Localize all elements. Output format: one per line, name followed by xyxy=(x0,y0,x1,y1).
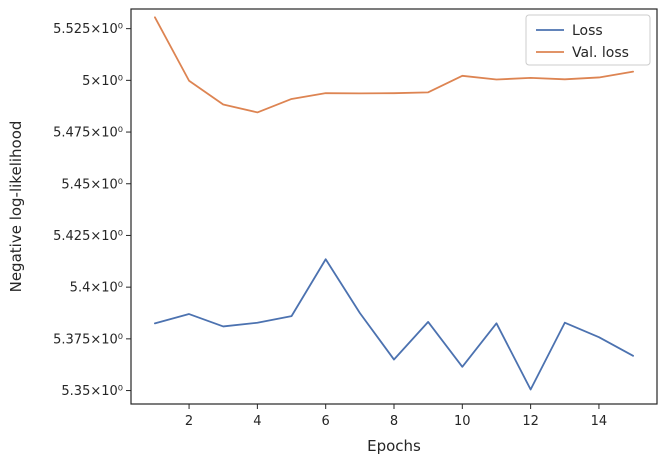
x-tick-label: 12 xyxy=(522,414,539,429)
y-tick-label: 5.525×10⁰ xyxy=(53,22,123,37)
y-tick-label: 5.4×10⁰ xyxy=(70,281,123,296)
x-tick-label: 2 xyxy=(185,414,193,429)
x-tick-label: 14 xyxy=(591,414,608,429)
legend-label: Val. loss xyxy=(572,45,629,61)
y-tick-label: 5.475×10⁰ xyxy=(53,126,123,141)
plot-area-frame xyxy=(130,8,658,405)
x-tick-label: 6 xyxy=(322,414,330,429)
x-tick-label: 10 xyxy=(454,414,471,429)
series-layer xyxy=(154,16,634,391)
y-tick-label: 5×10⁰ xyxy=(82,74,123,89)
x-axis-ticks: 2 4 6 8 10 12 14 xyxy=(185,404,607,429)
y-axis-ticks: 5.35×10⁰ 5.375×10⁰ 5.4×10⁰ 5.425×10⁰ 5.45×10… xyxy=(53,22,131,399)
legend: Loss Val. loss xyxy=(525,14,651,66)
y-tick-label: 5.375×10⁰ xyxy=(53,332,123,347)
y-tick-label: 5.45×10⁰ xyxy=(61,177,123,192)
x-tick-label: 8 xyxy=(390,414,398,429)
x-axis-label: Epochs xyxy=(367,437,421,455)
x-tick-label: 4 xyxy=(253,414,261,429)
y-tick-label: 5.425×10⁰ xyxy=(53,229,123,244)
y-axis-label: Negative log-likelihood xyxy=(7,121,25,293)
legend-label: Loss xyxy=(572,23,603,39)
series-line-val-loss xyxy=(154,16,634,114)
series-line-loss xyxy=(154,258,634,391)
y-tick-label: 5.35×10⁰ xyxy=(61,384,123,399)
